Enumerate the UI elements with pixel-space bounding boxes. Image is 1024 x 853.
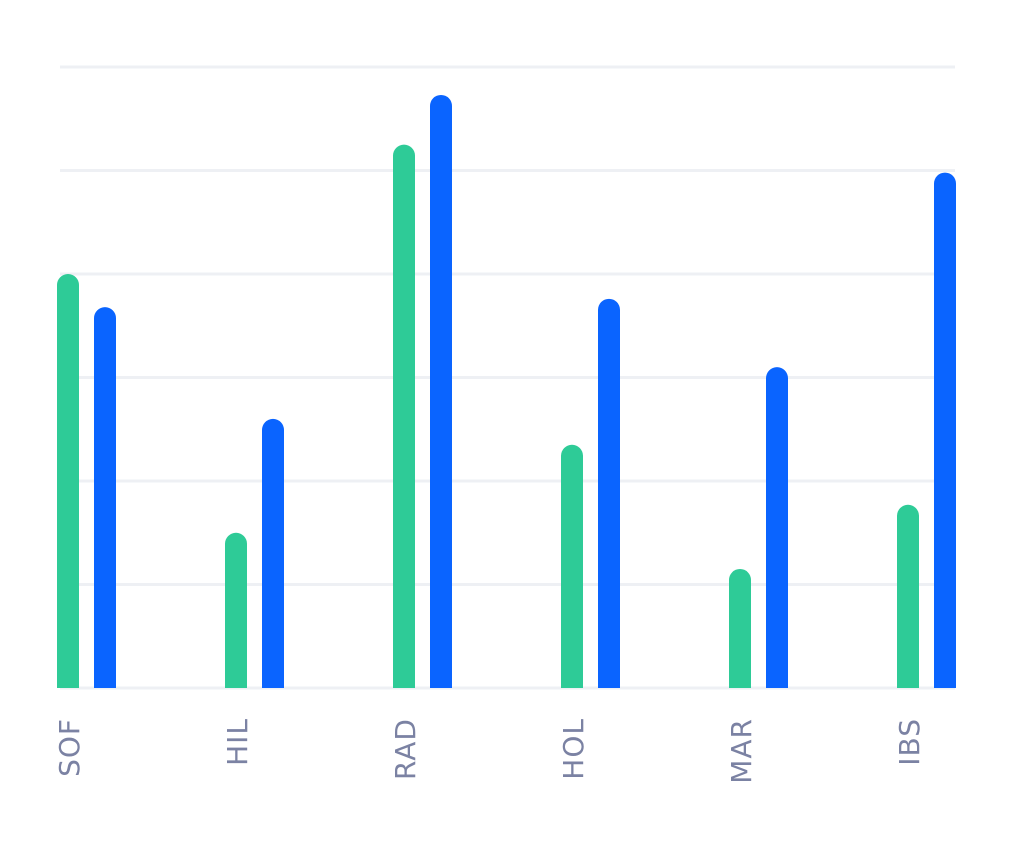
tick-label-hol: HOL [557,718,590,780]
tick-label-mar: MAR [725,718,758,784]
bar-sof-series-2 [94,307,117,688]
tick-label-rad: RAD [389,718,422,780]
bar-hil-series-2 [262,418,284,688]
tick-label-hil: HIL [221,718,254,766]
tick-label-ibs: IBS [893,718,926,766]
grid [60,65,955,690]
x-axis-ticks: SOF HIL RAD HOL MAR IBS [53,718,926,784]
bar-rad-series-2 [430,94,452,688]
bar-rad-series-1 [393,144,415,688]
bar-ibs-series-2 [934,172,956,688]
bars [57,94,956,688]
tick-label-sof: SOF [53,718,86,777]
bar-mar-series-2 [766,367,788,688]
bar-sof-series-1 [57,274,79,688]
bar-hol-series-1 [561,444,583,688]
bar-ibs-series-1 [897,504,919,688]
bar-hil-series-1 [225,532,247,688]
bar-mar-series-1 [729,568,751,688]
bar-hol-series-2 [598,298,621,688]
